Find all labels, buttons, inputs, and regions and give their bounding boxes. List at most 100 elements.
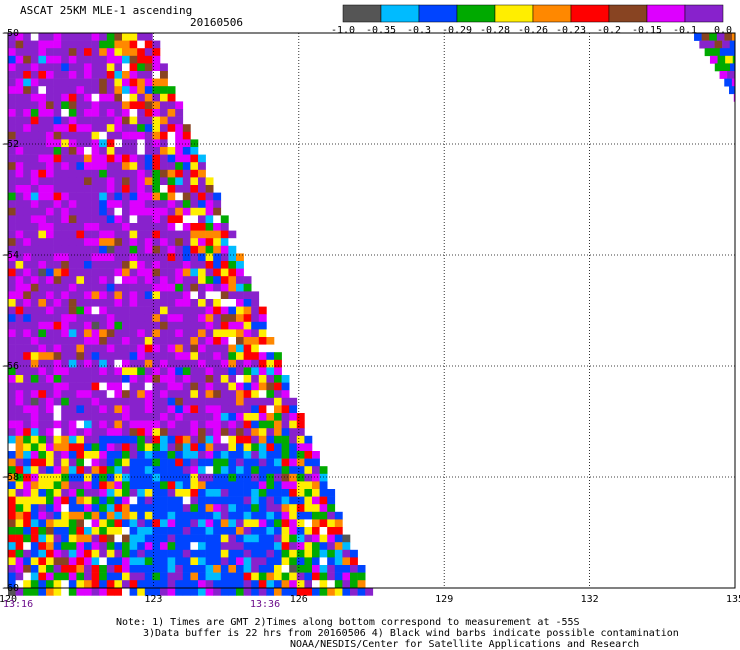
heatmap-cell	[30, 71, 39, 79]
heatmap-cell	[175, 283, 184, 292]
heatmap-cell	[122, 405, 130, 414]
heatmap-cell	[327, 549, 336, 558]
heatmap-cell	[8, 192, 16, 201]
heatmap-cell	[198, 420, 206, 429]
heatmap-cell	[15, 215, 24, 224]
heatmap-cell	[15, 549, 24, 558]
heatmap-cell	[61, 382, 70, 391]
heatmap-cell	[719, 48, 728, 57]
heatmap-cell	[114, 245, 123, 254]
heatmap-cell	[266, 519, 275, 528]
heatmap-cell	[30, 473, 39, 482]
heatmap-cell	[122, 390, 130, 399]
heatmap-cell	[243, 405, 252, 414]
heatmap-cell	[114, 78, 123, 87]
heatmap-cell	[46, 238, 54, 247]
heatmap-cell	[228, 253, 237, 262]
heatmap-cell	[198, 473, 206, 482]
heatmap-cell	[137, 93, 146, 102]
heatmap-cell	[129, 154, 138, 163]
heatmap-cell	[175, 124, 184, 133]
heatmap-cell	[160, 207, 168, 216]
heatmap-cell	[53, 200, 62, 209]
heatmap-cell	[46, 48, 54, 57]
heatmap-cell	[99, 101, 108, 110]
heatmap-cell	[312, 565, 320, 573]
heatmap-cell	[228, 299, 237, 307]
heatmap-cell	[30, 511, 39, 520]
heatmap-cell	[122, 466, 130, 475]
heatmap-cell	[152, 435, 161, 444]
heatmap-cell	[198, 261, 206, 269]
heatmap-cell	[190, 147, 199, 155]
heatmap-cell	[160, 451, 168, 459]
heatmap-cell	[53, 245, 62, 254]
heatmap-cell	[15, 435, 24, 444]
heatmap-cell	[243, 572, 252, 581]
heatmap-cell	[289, 580, 298, 589]
heatmap-cell	[182, 557, 191, 566]
heatmap-cell	[220, 329, 229, 338]
heatmap-cell	[258, 428, 267, 437]
heatmap-cell	[175, 169, 184, 178]
heatmap-cell	[53, 367, 62, 376]
heatmap-cell	[144, 116, 153, 125]
heatmap-cell	[274, 557, 282, 566]
heatmap-cell	[8, 116, 16, 125]
heatmap-cell	[258, 344, 267, 353]
heatmap-cell	[228, 397, 237, 406]
heatmap-cell	[84, 63, 92, 72]
heatmap-cell	[243, 390, 252, 399]
heatmap-cell	[8, 147, 16, 155]
heatmap-cell	[213, 587, 222, 596]
heatmap-cell	[144, 48, 153, 57]
heatmap-cell	[296, 511, 305, 520]
heatmap-cell	[91, 451, 100, 459]
heatmap-cell	[122, 291, 130, 300]
heatmap-cell	[106, 572, 115, 581]
heatmap-cell	[106, 154, 115, 163]
heatmap-cell	[106, 549, 115, 558]
heatmap-cell	[220, 321, 229, 330]
heatmap-cell	[114, 55, 123, 64]
heatmap-cell	[732, 55, 735, 64]
heatmap-cell	[84, 276, 92, 285]
heatmap-cell	[236, 397, 244, 406]
heatmap-cell	[53, 549, 62, 558]
heatmap-cell	[152, 397, 161, 406]
heatmap-cell	[190, 306, 199, 315]
heatmap-cell	[266, 511, 275, 520]
heatmap-cell	[46, 435, 54, 444]
heatmap-cell	[152, 587, 161, 596]
heatmap-cell	[152, 496, 161, 505]
heatmap-cell	[38, 451, 47, 459]
heatmap-cell	[137, 71, 146, 79]
heatmap-cell	[182, 413, 191, 421]
heatmap-cell	[84, 33, 92, 41]
heatmap-cell	[243, 352, 252, 361]
heatmap-cell	[46, 542, 54, 551]
heatmap-cell	[175, 435, 184, 444]
heatmap-cell	[23, 93, 32, 102]
heatmap-cell	[46, 519, 54, 528]
heatmap-cell	[190, 299, 199, 307]
heatmap-cell	[144, 33, 153, 41]
heatmap-cell	[68, 473, 77, 482]
heatmap-cell	[15, 48, 24, 57]
heatmap-cell	[106, 93, 115, 102]
heatmap-cell	[281, 405, 290, 414]
heatmap-cell	[76, 519, 85, 528]
heatmap-cell	[319, 519, 328, 528]
heatmap-cell	[99, 78, 108, 87]
heatmap-cell	[53, 405, 62, 414]
heatmap-cell	[99, 428, 108, 437]
heatmap-cell	[106, 283, 115, 292]
heatmap-cell	[160, 352, 168, 361]
heatmap-cell	[152, 276, 161, 285]
heatmap-cell	[182, 390, 191, 399]
heatmap-cell	[716, 33, 725, 41]
heatmap-cell	[76, 177, 85, 186]
heatmap-cell	[129, 299, 138, 307]
heatmap-cell	[160, 443, 168, 452]
heatmap-cell	[152, 223, 161, 231]
